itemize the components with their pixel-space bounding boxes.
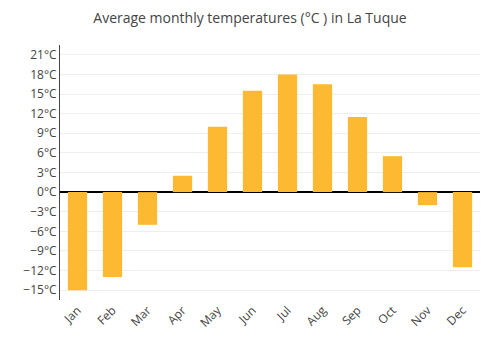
- svg-text:18°C: 18°C: [30, 66, 57, 83]
- svg-text:0°C: 0°C: [37, 183, 57, 200]
- svg-text:Jun: Jun: [234, 302, 259, 327]
- svg-text:May: May: [196, 301, 225, 330]
- svg-text:Mar: Mar: [127, 302, 155, 330]
- svg-text:Apr: Apr: [164, 302, 190, 328]
- svg-text:−9°C: −9°C: [30, 242, 57, 259]
- svg-text:−3°C: −3°C: [30, 203, 57, 220]
- svg-text:12°C: 12°C: [30, 105, 57, 122]
- svg-text:3°C: 3°C: [37, 164, 57, 181]
- svg-text:Feb: Feb: [93, 302, 119, 328]
- svg-text:Jul: Jul: [272, 302, 294, 324]
- svg-text:Oct: Oct: [374, 302, 400, 328]
- svg-text:Nov: Nov: [407, 302, 435, 330]
- svg-text:Jan: Jan: [60, 302, 85, 327]
- svg-text:−12°C: −12°C: [23, 262, 57, 279]
- svg-text:21°C: 21°C: [30, 46, 57, 63]
- svg-text:−15°C: −15°C: [23, 281, 57, 298]
- svg-text:Aug: Aug: [302, 302, 330, 330]
- svg-text:Sep: Sep: [338, 302, 365, 329]
- svg-text:9°C: 9°C: [37, 124, 57, 141]
- svg-text:6°C: 6°C: [37, 144, 57, 161]
- svg-text:−6°C: −6°C: [30, 223, 57, 240]
- svg-text:15°C: 15°C: [30, 85, 57, 102]
- svg-text:Average monthly temperatures (: Average monthly temperatures (°C ) in La…: [93, 8, 407, 27]
- svg-text:Dec: Dec: [443, 302, 470, 329]
